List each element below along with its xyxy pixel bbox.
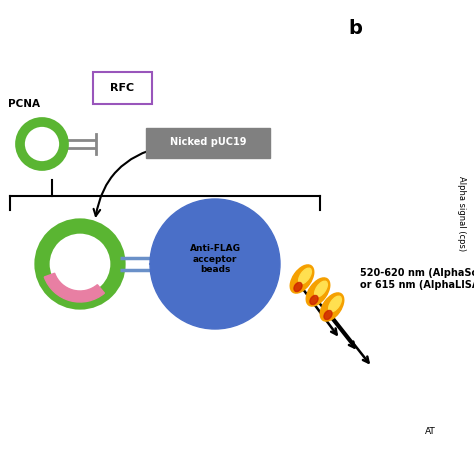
Ellipse shape: [310, 295, 318, 305]
Ellipse shape: [306, 278, 330, 306]
Wedge shape: [44, 273, 104, 302]
FancyBboxPatch shape: [146, 128, 270, 158]
FancyBboxPatch shape: [93, 72, 152, 104]
Circle shape: [27, 129, 57, 159]
Text: AT: AT: [425, 428, 436, 437]
Ellipse shape: [290, 265, 314, 293]
Text: 520-620 nm (AlphaScreen)
or 615 nm (AlphaLISA): 520-620 nm (AlphaScreen) or 615 nm (Alph…: [360, 268, 474, 290]
Text: Alpha signal (cps): Alpha signal (cps): [457, 176, 466, 252]
Ellipse shape: [294, 283, 302, 292]
Text: PCNA: PCNA: [8, 99, 40, 109]
Circle shape: [53, 237, 107, 291]
Text: RFC: RFC: [110, 83, 134, 93]
Ellipse shape: [315, 281, 328, 297]
Ellipse shape: [324, 310, 332, 319]
Circle shape: [150, 199, 280, 329]
Text: Anti-FLAG
acceptor
beads: Anti-FLAG acceptor beads: [190, 244, 240, 274]
Text: Nicked pUC19: Nicked pUC19: [170, 137, 246, 147]
Ellipse shape: [299, 268, 311, 284]
Ellipse shape: [320, 293, 344, 321]
Ellipse shape: [328, 296, 341, 312]
Text: b: b: [348, 19, 362, 38]
